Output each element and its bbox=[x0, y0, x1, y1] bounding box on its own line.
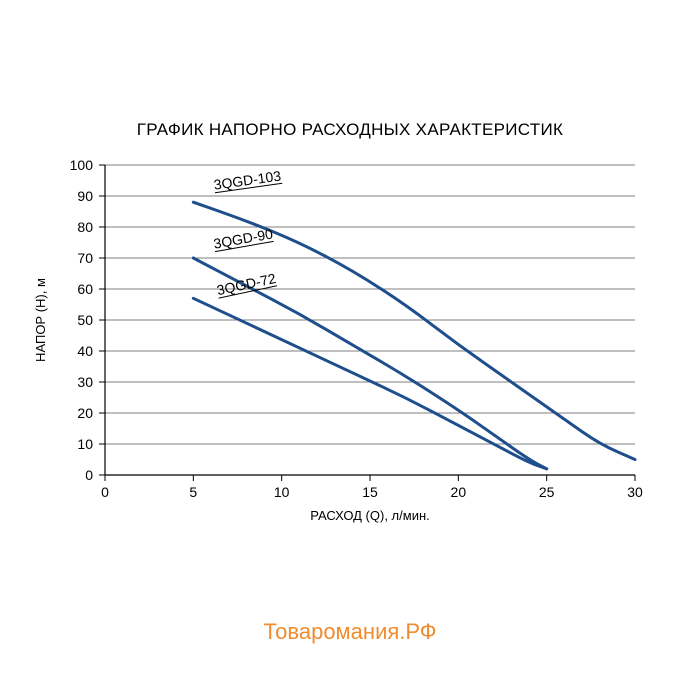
series-label-group-3QGD-103: 3QGD-103 bbox=[213, 167, 283, 192]
series-label-3QGD-90: 3QGD-90 bbox=[212, 225, 274, 251]
chart-container: ГРАФИК НАПОРНО РАСХОДНЫХ ХАРАКТЕРИСТИК 0… bbox=[0, 0, 700, 700]
y-tick-label: 40 bbox=[77, 343, 93, 359]
x-tick-label: 25 bbox=[539, 484, 555, 500]
y-tick-label: 100 bbox=[70, 157, 94, 173]
y-tick-label: 60 bbox=[77, 281, 93, 297]
y-tick-label: 10 bbox=[77, 436, 93, 452]
x-tick-label: 10 bbox=[274, 484, 290, 500]
x-tick-label: 30 bbox=[627, 484, 643, 500]
y-tick-label: 70 bbox=[77, 250, 93, 266]
y-tick-label: 80 bbox=[77, 219, 93, 235]
y-tick-label: 0 bbox=[85, 467, 93, 483]
series-label-group-3QGD-90: 3QGD-90 bbox=[212, 225, 274, 251]
chart-svg: 0 5 10 15 20 25 30 0 10 20 30 40 50 60 70 80 90 100 РАСХОД… bbox=[0, 0, 700, 700]
series-line-3QGD-72 bbox=[193, 298, 546, 469]
y-tick-label: 90 bbox=[77, 188, 93, 204]
y-tick-label: 50 bbox=[77, 312, 93, 328]
y-tick-label: 30 bbox=[77, 374, 93, 390]
y-tick-label: 20 bbox=[77, 405, 93, 421]
x-tick-label: 20 bbox=[451, 484, 467, 500]
x-tick-label: 5 bbox=[189, 484, 197, 500]
x-axis-label: РАСХОД (Q), л/мин. bbox=[310, 508, 430, 523]
series-label-3QGD-103: 3QGD-103 bbox=[213, 167, 282, 192]
y-axis-label: НАПОР (H), м bbox=[33, 278, 48, 362]
watermark-text: Товаромания.РФ bbox=[0, 619, 700, 645]
x-tick-label: 15 bbox=[362, 484, 378, 500]
x-tick-label: 0 bbox=[101, 484, 109, 500]
